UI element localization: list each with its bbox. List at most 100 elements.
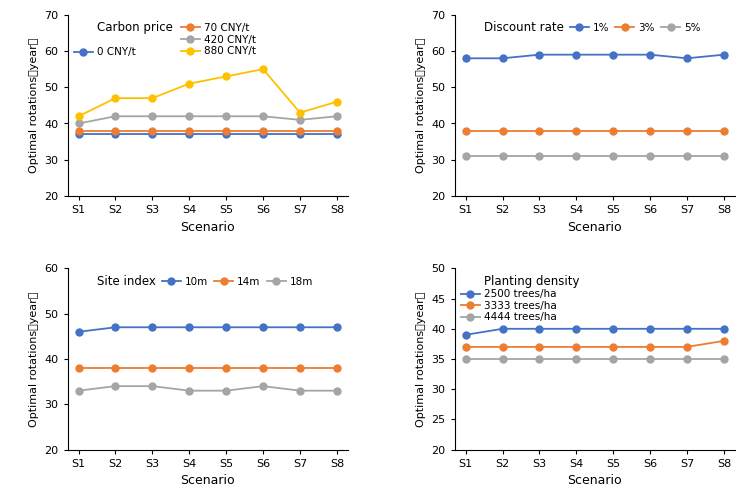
70 CNY/t <box>74 128 83 134</box>
Legend: Site index, 10m, 14m, 18m: Site index, 10m, 14m, 18m <box>70 272 316 291</box>
Line: 880 CNY/t: 880 CNY/t <box>75 66 340 120</box>
3333 trees/ha <box>572 344 580 350</box>
1% <box>646 52 655 58</box>
1% <box>572 52 580 58</box>
3333 trees/ha <box>719 338 728 344</box>
14m <box>222 365 231 371</box>
420 CNY/t <box>74 121 83 126</box>
0 CNY/t <box>148 131 157 137</box>
Y-axis label: Optimal rotations（year）: Optimal rotations（year） <box>28 38 39 173</box>
420 CNY/t <box>111 113 120 119</box>
0 CNY/t <box>111 131 120 137</box>
18m <box>222 388 231 394</box>
1% <box>498 55 507 61</box>
18m <box>148 383 157 389</box>
880 CNY/t <box>74 113 83 119</box>
4444 trees/ha <box>498 356 507 362</box>
880 CNY/t <box>148 95 157 101</box>
18m <box>184 388 194 394</box>
4444 trees/ha <box>646 356 655 362</box>
5% <box>535 153 544 159</box>
X-axis label: Scenario: Scenario <box>181 474 235 487</box>
Line: 420 CNY/t: 420 CNY/t <box>75 113 340 127</box>
3333 trees/ha <box>461 344 470 350</box>
Line: 4444 trees/ha: 4444 trees/ha <box>462 356 728 363</box>
14m <box>148 365 157 371</box>
420 CNY/t <box>148 113 157 119</box>
14m <box>332 365 341 371</box>
4444 trees/ha <box>719 356 728 362</box>
4444 trees/ha <box>461 356 470 362</box>
3% <box>498 128 507 134</box>
10m <box>111 325 120 330</box>
1% <box>719 52 728 58</box>
3333 trees/ha <box>609 344 618 350</box>
420 CNY/t <box>222 113 231 119</box>
420 CNY/t <box>184 113 194 119</box>
420 CNY/t <box>259 113 268 119</box>
0 CNY/t <box>259 131 268 137</box>
Line: 2500 trees/ha: 2500 trees/ha <box>462 326 728 338</box>
10m <box>148 325 157 330</box>
Y-axis label: Optimal rotations（year）: Optimal rotations（year） <box>28 291 39 427</box>
Line: 1%: 1% <box>462 51 728 62</box>
5% <box>498 153 507 159</box>
3% <box>609 128 618 134</box>
70 CNY/t <box>296 128 304 134</box>
0 CNY/t <box>74 131 83 137</box>
5% <box>646 153 655 159</box>
Legend: Planting density, 2500 trees/ha, 3333 trees/ha, 4444 trees/ha: Planting density, 2500 trees/ha, 3333 tr… <box>458 272 582 326</box>
420 CNY/t <box>332 113 341 119</box>
10m <box>74 329 83 335</box>
0 CNY/t <box>222 131 231 137</box>
880 CNY/t <box>111 95 120 101</box>
70 CNY/t <box>222 128 231 134</box>
880 CNY/t <box>259 66 268 72</box>
2500 trees/ha <box>682 326 692 332</box>
3% <box>719 128 728 134</box>
14m <box>259 365 268 371</box>
Line: 3333 trees/ha: 3333 trees/ha <box>462 337 728 350</box>
880 CNY/t <box>222 74 231 80</box>
5% <box>682 153 692 159</box>
Y-axis label: Optimal rotations（year）: Optimal rotations（year） <box>416 291 426 427</box>
4444 trees/ha <box>535 356 544 362</box>
5% <box>609 153 618 159</box>
Line: 18m: 18m <box>75 383 340 394</box>
10m <box>184 325 194 330</box>
18m <box>296 388 304 394</box>
2500 trees/ha <box>535 326 544 332</box>
880 CNY/t <box>184 81 194 86</box>
420 CNY/t <box>296 117 304 123</box>
X-axis label: Scenario: Scenario <box>568 474 622 487</box>
Line: 0 CNY/t: 0 CNY/t <box>75 131 340 138</box>
Line: 70 CNY/t: 70 CNY/t <box>75 127 340 134</box>
3% <box>535 128 544 134</box>
70 CNY/t <box>148 128 157 134</box>
10m <box>259 325 268 330</box>
4444 trees/ha <box>572 356 580 362</box>
0 CNY/t <box>184 131 194 137</box>
Legend: Discount rate, 1%, 3%, 5%: Discount rate, 1%, 3%, 5% <box>458 18 704 37</box>
3333 trees/ha <box>682 344 692 350</box>
Legend: Carbon price, , 0 CNY/t, 70 CNY/t, 420 CNY/t, 880 CNY/t: Carbon price, , 0 CNY/t, 70 CNY/t, 420 C… <box>70 18 259 60</box>
Line: 3%: 3% <box>462 127 728 134</box>
Line: 5%: 5% <box>462 153 728 160</box>
14m <box>184 365 194 371</box>
10m <box>332 325 341 330</box>
3% <box>461 128 470 134</box>
1% <box>682 55 692 61</box>
10m <box>296 325 304 330</box>
5% <box>572 153 580 159</box>
14m <box>74 365 83 371</box>
18m <box>111 383 120 389</box>
0 CNY/t <box>332 131 341 137</box>
70 CNY/t <box>111 128 120 134</box>
70 CNY/t <box>184 128 194 134</box>
3% <box>572 128 580 134</box>
X-axis label: Scenario: Scenario <box>181 220 235 234</box>
5% <box>719 153 728 159</box>
2500 trees/ha <box>719 326 728 332</box>
2500 trees/ha <box>461 332 470 338</box>
2500 trees/ha <box>572 326 580 332</box>
